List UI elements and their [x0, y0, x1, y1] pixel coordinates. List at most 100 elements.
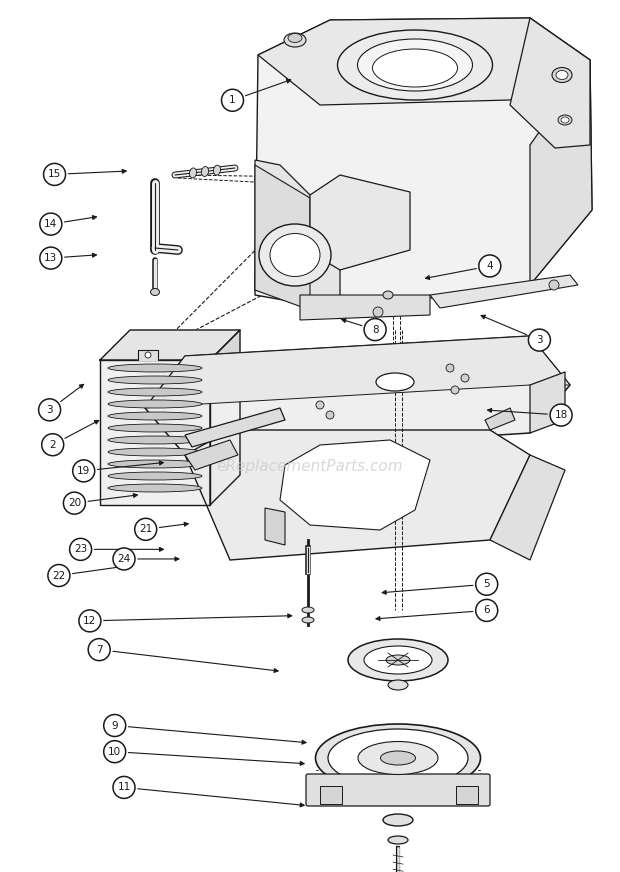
- Ellipse shape: [108, 460, 202, 468]
- Text: eReplacementParts.com: eReplacementParts.com: [216, 459, 404, 474]
- Ellipse shape: [364, 646, 432, 674]
- Ellipse shape: [383, 291, 393, 299]
- Circle shape: [43, 163, 66, 186]
- Ellipse shape: [108, 424, 202, 432]
- Polygon shape: [255, 165, 310, 310]
- Ellipse shape: [388, 836, 408, 844]
- Polygon shape: [255, 18, 592, 310]
- Circle shape: [69, 538, 92, 561]
- Circle shape: [135, 518, 157, 541]
- Ellipse shape: [284, 33, 306, 47]
- Ellipse shape: [302, 617, 314, 623]
- Ellipse shape: [316, 724, 480, 792]
- Ellipse shape: [386, 655, 410, 665]
- Circle shape: [364, 318, 386, 341]
- Polygon shape: [430, 275, 578, 308]
- Text: 3: 3: [536, 335, 542, 345]
- Ellipse shape: [108, 364, 202, 372]
- Ellipse shape: [108, 376, 202, 384]
- Text: 23: 23: [74, 544, 87, 555]
- Ellipse shape: [108, 388, 202, 396]
- Circle shape: [221, 89, 244, 112]
- Text: 20: 20: [68, 498, 81, 508]
- Text: 22: 22: [52, 570, 66, 581]
- Text: 14: 14: [44, 219, 58, 229]
- Text: 3: 3: [46, 405, 53, 415]
- Polygon shape: [185, 430, 530, 560]
- Text: 2: 2: [50, 439, 56, 450]
- Polygon shape: [145, 336, 570, 455]
- Polygon shape: [530, 60, 592, 285]
- FancyBboxPatch shape: [306, 774, 490, 806]
- Circle shape: [446, 364, 454, 372]
- Ellipse shape: [108, 448, 202, 456]
- Text: 24: 24: [117, 554, 131, 564]
- Circle shape: [373, 307, 383, 317]
- Polygon shape: [185, 440, 238, 470]
- Ellipse shape: [190, 168, 197, 178]
- Ellipse shape: [561, 117, 569, 123]
- Circle shape: [73, 460, 95, 482]
- Circle shape: [113, 776, 135, 799]
- Text: 12: 12: [83, 616, 97, 626]
- Text: 7: 7: [96, 644, 102, 655]
- Text: 21: 21: [139, 524, 153, 535]
- Circle shape: [113, 548, 135, 570]
- Text: 11: 11: [117, 782, 131, 793]
- Circle shape: [550, 404, 572, 426]
- Ellipse shape: [558, 115, 572, 125]
- Ellipse shape: [302, 607, 314, 613]
- Polygon shape: [265, 508, 285, 545]
- Ellipse shape: [259, 224, 331, 286]
- Polygon shape: [255, 160, 340, 310]
- Circle shape: [145, 352, 151, 358]
- Ellipse shape: [388, 680, 408, 690]
- Circle shape: [451, 386, 459, 394]
- Text: 5: 5: [484, 579, 490, 589]
- Ellipse shape: [108, 400, 202, 408]
- Circle shape: [476, 599, 498, 622]
- Ellipse shape: [288, 33, 302, 43]
- Ellipse shape: [381, 751, 415, 765]
- Circle shape: [316, 401, 324, 409]
- Text: 9: 9: [112, 720, 118, 731]
- Polygon shape: [138, 350, 158, 360]
- Circle shape: [42, 433, 64, 456]
- Ellipse shape: [556, 71, 568, 79]
- Circle shape: [48, 564, 70, 587]
- Circle shape: [88, 638, 110, 661]
- Polygon shape: [490, 455, 565, 560]
- Text: 13: 13: [44, 253, 58, 263]
- Text: 8: 8: [372, 324, 378, 335]
- Ellipse shape: [213, 165, 221, 175]
- Polygon shape: [530, 372, 565, 433]
- Ellipse shape: [270, 234, 320, 276]
- FancyBboxPatch shape: [320, 786, 342, 804]
- Text: 18: 18: [554, 410, 568, 420]
- Circle shape: [40, 247, 62, 269]
- Ellipse shape: [383, 814, 413, 826]
- Circle shape: [40, 213, 62, 235]
- Ellipse shape: [108, 472, 202, 480]
- Polygon shape: [485, 408, 515, 430]
- Polygon shape: [210, 330, 240, 505]
- Polygon shape: [145, 336, 570, 408]
- Ellipse shape: [328, 729, 468, 787]
- Ellipse shape: [108, 484, 202, 492]
- Ellipse shape: [151, 289, 159, 296]
- Circle shape: [461, 374, 469, 382]
- Polygon shape: [310, 175, 410, 270]
- Ellipse shape: [108, 436, 202, 444]
- Ellipse shape: [202, 167, 208, 176]
- Polygon shape: [258, 18, 590, 105]
- Ellipse shape: [108, 412, 202, 420]
- Ellipse shape: [376, 373, 414, 391]
- Ellipse shape: [373, 49, 458, 87]
- Circle shape: [549, 280, 559, 290]
- Polygon shape: [185, 408, 285, 447]
- Text: 4: 4: [487, 261, 493, 271]
- Ellipse shape: [358, 741, 438, 774]
- Circle shape: [63, 492, 86, 514]
- Circle shape: [79, 610, 101, 632]
- Polygon shape: [510, 18, 590, 148]
